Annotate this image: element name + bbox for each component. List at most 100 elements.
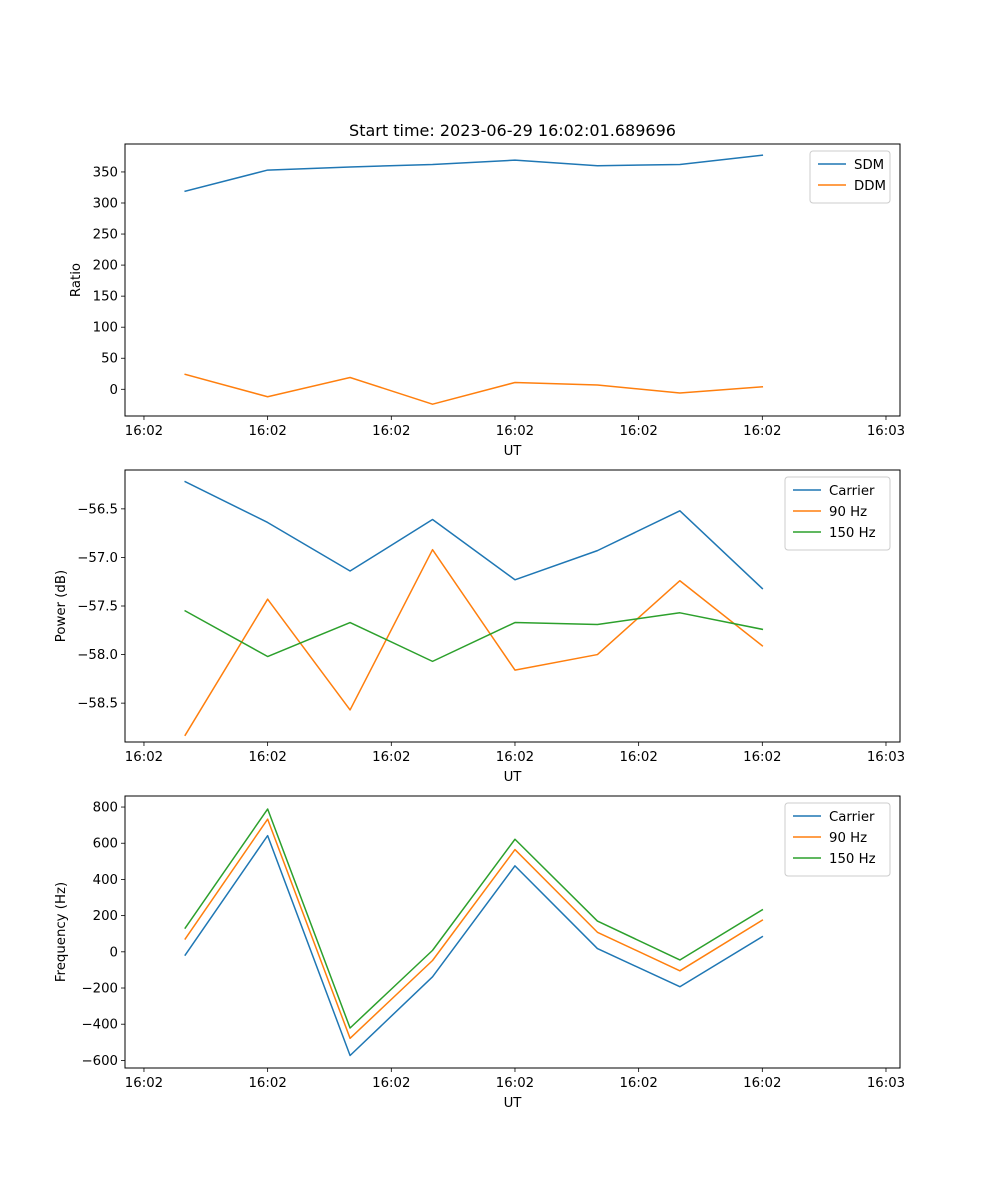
data-point — [349, 570, 351, 572]
data-point — [514, 669, 516, 671]
data-point — [679, 970, 681, 972]
x-tick-label: 16:02 — [743, 750, 781, 765]
legend-label: DDM — [854, 179, 886, 194]
y-tick-label: −400 — [81, 1018, 118, 1033]
x-tick-label: 16:03 — [867, 424, 905, 439]
x-tick-label: 16:02 — [372, 424, 410, 439]
data-point — [514, 159, 516, 161]
x-tick-label: 16:02 — [372, 1076, 410, 1091]
data-point — [761, 645, 763, 647]
data-point — [266, 598, 268, 600]
data-point — [514, 838, 516, 840]
data-point — [514, 381, 516, 383]
x-axis-label: UT — [504, 444, 523, 459]
x-tick-label: 16:02 — [248, 1076, 286, 1091]
y-tick-label: −57.5 — [77, 600, 118, 615]
y-tick-label: 300 — [93, 196, 118, 211]
series-line-carrier — [184, 480, 764, 590]
axes-frame — [124, 469, 901, 743]
y-tick-label: 250 — [93, 228, 118, 243]
legend: Carrier 90 Hz 150 Hz — [784, 476, 891, 551]
x-tick-label: 16:03 — [867, 750, 905, 765]
data-point — [431, 403, 433, 405]
data-point — [266, 396, 268, 398]
data-point — [266, 655, 268, 657]
data-point — [761, 935, 763, 937]
data-point — [184, 927, 186, 929]
data-point — [596, 165, 598, 167]
data-point — [679, 580, 681, 582]
data-point — [431, 548, 433, 550]
data-point — [761, 919, 763, 921]
x-tick-label: 16:02 — [125, 1076, 163, 1091]
y-tick-label: −200 — [81, 982, 118, 997]
data-point — [266, 521, 268, 523]
data-point — [266, 169, 268, 171]
data-point — [761, 909, 763, 911]
data-point — [596, 931, 598, 933]
data-point — [514, 621, 516, 623]
legend: Carrier 90 Hz 150 Hz — [784, 802, 891, 877]
series-line-90-hz — [184, 548, 764, 737]
x-axis-label: UT — [504, 1096, 523, 1111]
data-point — [679, 612, 681, 614]
x-tick-label: 16:02 — [743, 424, 781, 439]
series-line-ddm — [184, 373, 764, 405]
data-point — [679, 986, 681, 988]
data-point — [431, 959, 433, 961]
data-point — [349, 709, 351, 711]
x-tick-label: 16:02 — [619, 424, 657, 439]
y-tick-label: 400 — [93, 873, 118, 888]
data-point — [431, 660, 433, 662]
data-point — [266, 808, 268, 810]
data-point — [266, 834, 268, 836]
data-point — [184, 954, 186, 956]
x-tick-label: 16:02 — [619, 1076, 657, 1091]
x-tick-label: 16:02 — [619, 750, 657, 765]
data-point — [184, 373, 186, 375]
data-point — [596, 384, 598, 386]
y-tick-label: −57.0 — [77, 551, 118, 566]
x-axis-label: UT — [504, 770, 523, 785]
legend-label: 150 Hz — [829, 526, 876, 541]
data-point — [349, 376, 351, 378]
y-tick-label: 800 — [93, 801, 118, 816]
y-axis-label: Frequency (Hz) — [54, 882, 69, 982]
axes-frame — [124, 795, 901, 1069]
data-point — [514, 865, 516, 867]
data-point — [514, 579, 516, 581]
y-tick-label: 150 — [93, 290, 118, 305]
data-point — [184, 190, 186, 192]
data-point — [431, 518, 433, 520]
data-point — [349, 1027, 351, 1029]
data-point — [596, 920, 598, 922]
x-tick-label: 16:02 — [248, 750, 286, 765]
data-point — [761, 628, 763, 630]
data-point — [596, 623, 598, 625]
data-point — [184, 734, 186, 736]
legend: SDM DDM — [809, 150, 891, 204]
x-tick-label: 16:02 — [496, 424, 534, 439]
legend-label: 90 Hz — [829, 505, 867, 520]
series-line-90-hz — [184, 818, 764, 1040]
legend-label: SDM — [854, 158, 884, 173]
data-point — [514, 848, 516, 850]
data-point — [431, 949, 433, 951]
x-tick-label: 16:02 — [125, 750, 163, 765]
data-point — [761, 386, 763, 388]
data-point — [349, 1037, 351, 1039]
x-tick-label: 16:02 — [496, 1076, 534, 1091]
legend-label: Carrier — [829, 810, 875, 825]
data-point — [596, 549, 598, 551]
data-point — [349, 166, 351, 168]
x-tick-label: 16:02 — [248, 424, 286, 439]
x-tick-label: 16:02 — [743, 1076, 781, 1091]
data-point — [349, 621, 351, 623]
y-tick-label: 350 — [93, 165, 118, 180]
y-tick-label: 200 — [93, 259, 118, 274]
y-tick-label: −600 — [81, 1054, 118, 1069]
subplot-1: Start time: 2023-06-29 16:02:01.689696 16… — [69, 121, 905, 459]
data-point — [184, 610, 186, 612]
x-tick-label: 16:02 — [125, 424, 163, 439]
series-line-carrier — [184, 834, 764, 1057]
